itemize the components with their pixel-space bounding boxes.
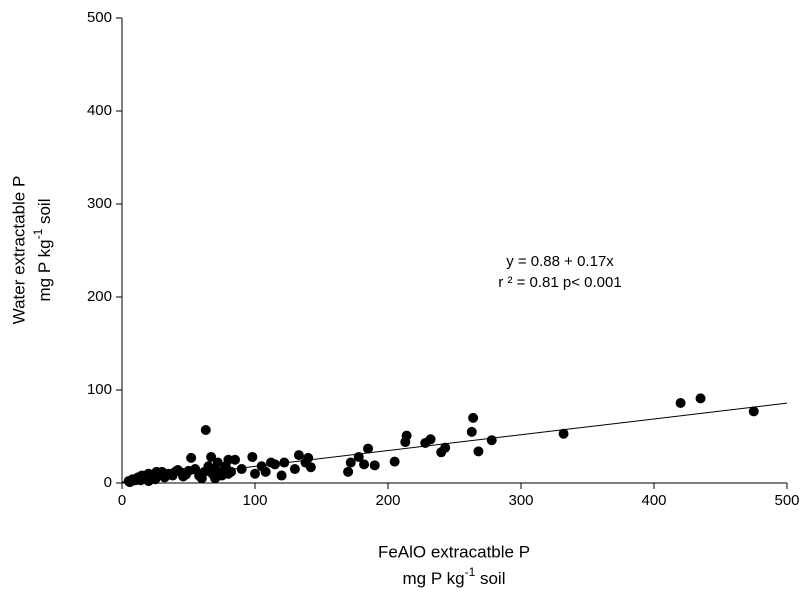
point [389, 456, 400, 467]
point [401, 430, 412, 441]
point [363, 443, 374, 454]
x-axis-label: soil [475, 569, 505, 588]
point [305, 462, 316, 473]
x-tick-label: 0 [118, 492, 126, 509]
point [473, 446, 484, 457]
point [212, 457, 223, 468]
point [269, 459, 280, 470]
y-tick-label: 300 [87, 195, 112, 212]
point [486, 435, 497, 446]
point [293, 450, 304, 461]
x-axis-label: mg P kg [403, 569, 465, 588]
annotation: y = 0.88 + 0.17x [506, 253, 614, 270]
y-tick-label: 500 [87, 9, 112, 26]
point [675, 398, 686, 409]
annotation: r ² = 0.81 p< 0.001 [498, 274, 621, 291]
point [206, 451, 217, 462]
point [466, 426, 477, 437]
y-tick-label: 100 [87, 381, 112, 398]
y-tick-label: 200 [87, 288, 112, 305]
point [468, 412, 479, 423]
point [276, 470, 287, 481]
point [226, 466, 237, 477]
point [359, 459, 370, 470]
point [558, 428, 569, 439]
x-tick-label: 500 [774, 492, 799, 509]
x-tick-label: 300 [508, 492, 533, 509]
y-axis-label: mg P kg [35, 239, 54, 301]
point [250, 468, 260, 479]
y-axis-label: Water extractable P [9, 176, 28, 325]
point [695, 393, 706, 404]
point [279, 457, 290, 468]
y-axis-label: mg P kg-1 soil [31, 199, 54, 302]
x-tick-label: 200 [375, 492, 400, 509]
point [247, 451, 258, 462]
point [236, 464, 247, 475]
point [230, 454, 241, 465]
y-tick-label: 400 [87, 102, 112, 119]
y-axis-label: -1 [31, 228, 45, 239]
point [186, 452, 197, 463]
point [353, 451, 364, 462]
point [343, 466, 354, 477]
y-axis-label: soil [35, 199, 54, 229]
y-tick-label: 0 [104, 474, 112, 491]
point [260, 466, 271, 477]
point [369, 460, 380, 471]
point [303, 452, 314, 463]
point [440, 442, 451, 453]
point [289, 464, 300, 475]
x-axis-label: -1 [465, 565, 476, 579]
point [200, 424, 211, 435]
x-axis-label: mg P kg-1 soil [403, 565, 506, 588]
x-tick-label: 400 [641, 492, 666, 509]
point [425, 434, 436, 445]
x-axis-label: FeAlO extracatble P [378, 542, 530, 561]
point [748, 406, 759, 417]
x-tick-label: 100 [242, 492, 267, 509]
point [345, 457, 356, 468]
